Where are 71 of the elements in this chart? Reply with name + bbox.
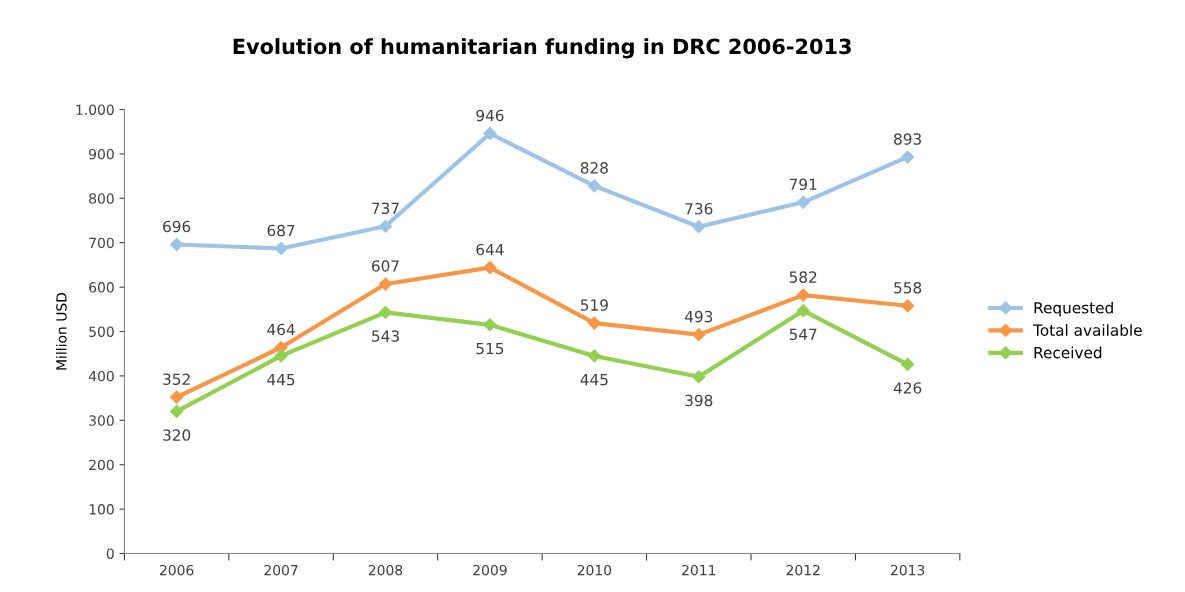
data-label: 398 bbox=[685, 394, 713, 407]
point bbox=[483, 260, 497, 275]
point bbox=[378, 219, 393, 233]
point bbox=[796, 288, 810, 302]
point bbox=[587, 316, 601, 330]
x-tick-label: 2008 bbox=[368, 564, 403, 576]
legend-label: Requested bbox=[1034, 301, 1113, 317]
point bbox=[483, 318, 497, 332]
y-tick-label: 200 bbox=[89, 459, 114, 471]
point bbox=[796, 304, 810, 318]
data-label: 445 bbox=[580, 374, 608, 386]
data-label: 519 bbox=[580, 299, 608, 311]
data-label: 736 bbox=[685, 202, 713, 215]
point bbox=[587, 349, 601, 363]
data-label: 696 bbox=[163, 220, 191, 233]
y-tick-label: 700 bbox=[89, 237, 114, 249]
point bbox=[170, 404, 184, 419]
data-label: 893 bbox=[894, 133, 921, 145]
data-label: 464 bbox=[267, 323, 295, 336]
point bbox=[587, 179, 601, 193]
x-tick-label: 2011 bbox=[682, 564, 716, 576]
data-label: 426 bbox=[893, 382, 922, 394]
point bbox=[274, 241, 288, 256]
point bbox=[274, 349, 288, 363]
legend-label: Total available bbox=[1033, 324, 1142, 336]
data-label: 828 bbox=[580, 162, 608, 174]
y-tick-label: 1.000 bbox=[76, 104, 114, 115]
x-tick-label: 2009 bbox=[473, 564, 507, 576]
chart-title: Evolution of humanitarian funding in DRC 2006-2013 bbox=[233, 38, 851, 59]
data-label: 644 bbox=[476, 243, 504, 256]
data-label: 687 bbox=[267, 224, 295, 237]
legend-label: Received bbox=[1034, 346, 1102, 359]
x-tick-label: 2013 bbox=[890, 564, 925, 576]
data-label: 582 bbox=[789, 271, 817, 283]
point bbox=[692, 220, 706, 234]
data-label: 320 bbox=[163, 429, 191, 441]
data-label: 558 bbox=[894, 281, 922, 294]
data-label: 543 bbox=[372, 330, 399, 342]
y-tick-label: 100 bbox=[89, 504, 114, 515]
data-label: 607 bbox=[371, 260, 399, 272]
y-tick-label: 600 bbox=[89, 282, 114, 293]
point bbox=[378, 277, 393, 291]
point bbox=[796, 195, 810, 209]
y-tick-label: 0 bbox=[106, 548, 114, 559]
y-tick-label: 500 bbox=[89, 326, 114, 337]
x-tick-label: 2010 bbox=[577, 564, 612, 576]
point bbox=[901, 150, 915, 164]
y-tick-label: 900 bbox=[89, 148, 114, 160]
point bbox=[901, 299, 915, 313]
y-tick-label: 800 bbox=[89, 193, 114, 204]
data-label: 352 bbox=[163, 373, 190, 385]
data-label: 493 bbox=[684, 310, 713, 323]
x-tick-label: 2006 bbox=[159, 564, 194, 576]
y-axis-title: Million USD bbox=[55, 292, 67, 370]
data-label: 445 bbox=[267, 374, 295, 386]
data-label: 791 bbox=[789, 178, 817, 191]
point bbox=[483, 126, 497, 141]
x-tick-label: 2007 bbox=[264, 564, 298, 576]
point bbox=[692, 328, 706, 342]
data-label: 515 bbox=[476, 342, 504, 355]
y-tick-label: 400 bbox=[88, 370, 114, 382]
data-label: 946 bbox=[476, 109, 504, 122]
data-label: 547 bbox=[789, 328, 817, 341]
point bbox=[378, 305, 393, 320]
point bbox=[692, 370, 706, 384]
point bbox=[170, 237, 184, 252]
point bbox=[170, 390, 184, 404]
x-tick-label: 2012 bbox=[786, 564, 820, 576]
y-tick-label: 300 bbox=[89, 415, 114, 426]
point bbox=[901, 357, 915, 371]
data-label: 737 bbox=[372, 202, 399, 215]
